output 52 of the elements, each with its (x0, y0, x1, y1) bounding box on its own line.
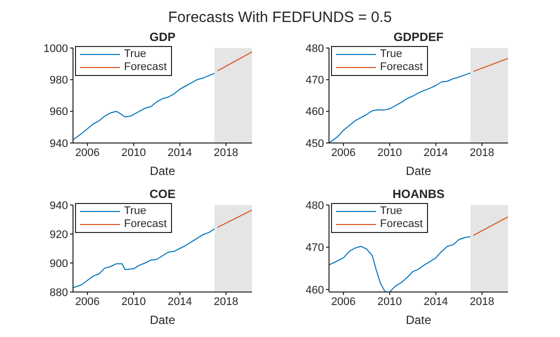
legend-label: True (380, 205, 402, 218)
x-tick-label: 2014 (168, 146, 192, 159)
x-tick-label: 2018 (470, 146, 494, 159)
x-axis-title: Date (150, 164, 176, 178)
x-tick-label: 2006 (75, 146, 100, 159)
x-tick-label: 2014 (424, 296, 448, 308)
legend-label: True (380, 48, 402, 61)
y-tick-label: 480 (306, 200, 324, 212)
x-tick-label: 2010 (377, 296, 402, 308)
line-series (73, 228, 215, 288)
x-tick-label: 2006 (331, 296, 356, 308)
x-tick-label: 2014 (424, 146, 448, 159)
y-tick-label: 940 (50, 200, 68, 212)
y-tick-label: 470 (306, 74, 324, 87)
x-tick-label: 2010 (121, 296, 146, 308)
x-tick-label: 2018 (470, 296, 494, 308)
y-tick-label: 940 (50, 138, 68, 150)
line-series (329, 236, 471, 292)
y-tick-label: 460 (306, 284, 324, 296)
x-tick-label: 2010 (377, 146, 402, 159)
x-axis-title: Date (406, 164, 432, 178)
legend-label: True (124, 205, 146, 218)
line-series (329, 72, 471, 143)
chart-title: HOANBS (391, 187, 446, 201)
text: Forecasts With FEDFUNDS = 0.5 (167, 9, 393, 26)
legend-label: Forecast (380, 61, 423, 74)
x-tick-label: 2018 (214, 296, 238, 308)
x-axis-title: Date (406, 313, 432, 327)
chart-title: COE (148, 187, 176, 201)
x-axis-title: Date (150, 313, 176, 327)
x-tick-label: 2010 (121, 146, 146, 159)
line-series (73, 72, 215, 140)
y-tick-label: 450 (306, 138, 324, 150)
y-tick-label: 480 (306, 42, 324, 55)
x-tick-label: 2018 (214, 146, 238, 159)
y-tick-label: 880 (50, 286, 68, 299)
chart-title: GDPDEF (392, 30, 444, 44)
legend-label: Forecast (124, 61, 167, 74)
legend-label: Forecast (380, 218, 423, 231)
chart-title: GDP (148, 30, 176, 44)
y-tick-label: 960 (50, 106, 68, 118)
legend-label: Forecast (124, 218, 167, 231)
legend-label: True (124, 48, 146, 61)
y-tick-label: 920 (50, 228, 68, 241)
y-tick-label: 980 (50, 74, 68, 87)
y-tick-label: 470 (306, 242, 324, 254)
x-tick-label: 2006 (331, 146, 356, 159)
y-tick-label: 900 (50, 258, 68, 270)
y-tick-label: 1000 (44, 42, 68, 55)
y-tick-label: 460 (306, 106, 324, 118)
x-tick-label: 2014 (168, 296, 192, 308)
x-tick-label: 2006 (75, 296, 100, 308)
